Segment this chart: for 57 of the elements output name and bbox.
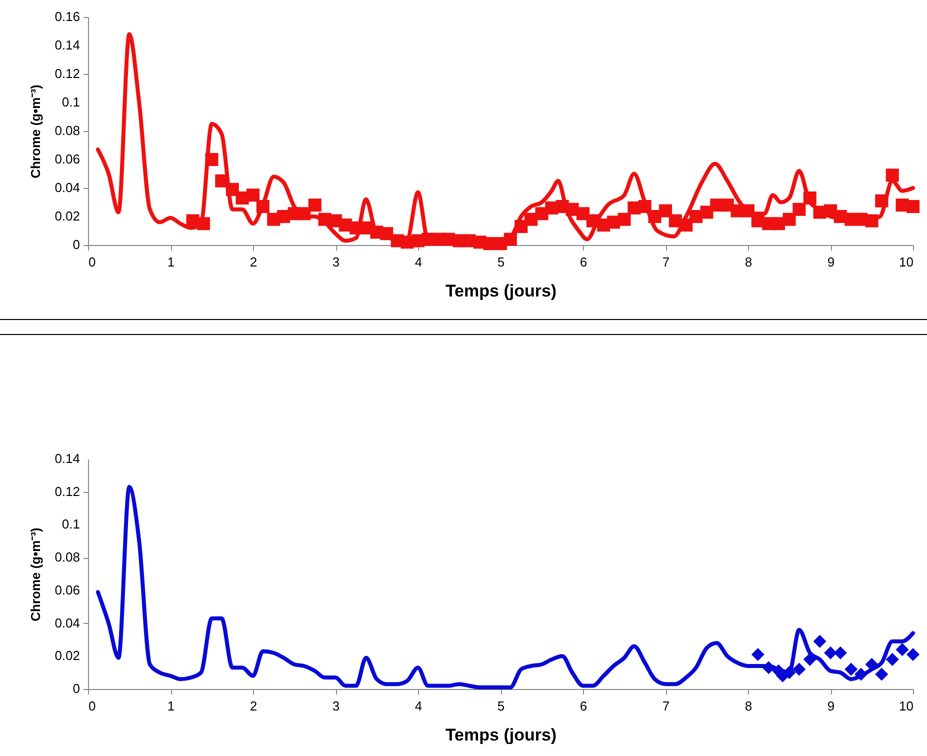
y-tick-label: 0.02 — [54, 208, 80, 224]
x-tick-label: 4 — [414, 254, 422, 270]
point — [886, 652, 899, 666]
y-tick-label: 0.12 — [54, 66, 80, 81]
y-tick-label: 0.06 — [54, 582, 80, 598]
x-tick-label: 3 — [332, 698, 340, 714]
x-tick-label: 7 — [662, 254, 670, 270]
point — [751, 648, 764, 662]
y-tick-label: 0.1 — [62, 516, 80, 532]
x-tick-label: 9 — [827, 254, 835, 270]
y-tick-label: 0.16 — [54, 9, 80, 24]
x-tick-label: 9 — [827, 698, 835, 714]
y-tick-label: 0.06 — [54, 152, 80, 166]
point — [803, 652, 816, 666]
x-axis-title: Temps (jours) — [445, 726, 557, 744]
y-tick-label: 0.14 — [54, 451, 80, 466]
y-tick-label: 0.08 — [54, 123, 80, 138]
point — [854, 668, 868, 681]
x-tick-label: 1 — [167, 698, 175, 714]
y-tick-label: 0.1 — [62, 94, 80, 110]
x-tick-label: 5 — [497, 254, 505, 270]
x-tick-label: 8 — [744, 254, 752, 270]
y-axis-title: Chrome (g•m⁻³) — [28, 528, 43, 622]
point — [844, 662, 858, 676]
point — [875, 668, 888, 681]
point — [762, 661, 776, 674]
point — [813, 634, 826, 648]
x-tick-label: 6 — [580, 254, 588, 270]
x-tick-label: 6 — [580, 698, 588, 714]
point — [906, 648, 920, 662]
x-tick-label: 7 — [662, 698, 670, 714]
y-tick-label: 0.14 — [54, 38, 80, 52]
y-tick-label: 0 — [72, 237, 80, 252]
y-tick-label: 0.08 — [54, 550, 80, 565]
x-tick-label: 0 — [88, 254, 96, 270]
y-tick-label: 0.02 — [54, 648, 80, 664]
y-tick-label: 0.04 — [54, 180, 80, 195]
x-tick-label: 4 — [414, 698, 422, 714]
y-tick-label: 0 — [72, 681, 80, 696]
x-tick-label: 2 — [250, 698, 258, 714]
x-tick-label: 3 — [332, 254, 340, 270]
y-tick-label: 0.12 — [54, 484, 80, 499]
x-tick-label: 8 — [744, 698, 752, 714]
point — [834, 646, 847, 660]
y-axis-title: Chrome (g•m⁻³) — [28, 84, 43, 178]
x-tick-label: 10 — [899, 254, 914, 270]
point — [792, 662, 806, 676]
x-tick-label: 1 — [167, 254, 175, 270]
point — [824, 646, 838, 660]
line-series — [96, 484, 915, 690]
x-tick-label: 2 — [250, 254, 258, 270]
x-tick-label: 10 — [899, 698, 914, 714]
y-tick-label: 0.04 — [54, 615, 80, 630]
x-tick-label: 0 — [88, 698, 96, 714]
x-axis-title: Temps (jours) — [445, 282, 557, 300]
x-tick-label: 5 — [497, 698, 505, 714]
point — [896, 643, 909, 656]
